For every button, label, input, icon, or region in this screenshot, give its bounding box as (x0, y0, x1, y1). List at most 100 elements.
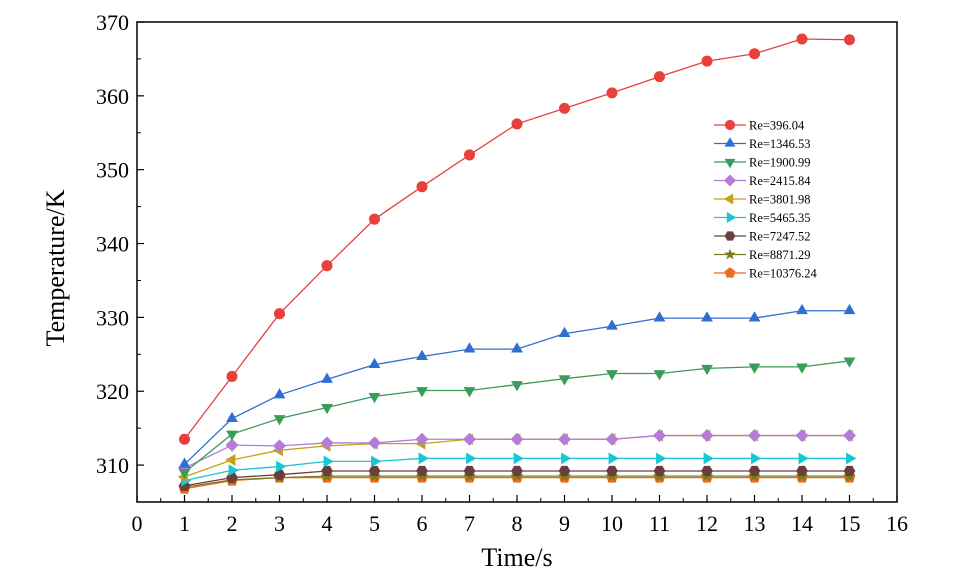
data-point (606, 87, 618, 99)
data-point (796, 33, 808, 45)
legend-label: Re=1900.99 (749, 156, 811, 170)
x-tick-label: 3 (274, 511, 285, 536)
series-1 (178, 33, 856, 445)
y-tick-label: 330 (96, 305, 129, 330)
data-point (796, 303, 808, 315)
y-tick-label: 360 (96, 84, 129, 109)
data-point (273, 308, 286, 320)
data-point (846, 452, 857, 465)
data-point (558, 375, 571, 386)
data-point (371, 455, 382, 468)
legend-item: Re=2415.84 (714, 174, 811, 188)
legend-marker (724, 174, 736, 187)
data-point (463, 387, 476, 398)
data-point (321, 260, 333, 272)
data-point (701, 311, 713, 322)
x-tick-label: 11 (649, 511, 670, 536)
y-tick-label: 350 (96, 158, 129, 183)
data-point (368, 436, 381, 450)
x-axis-title: Time/s (481, 543, 552, 572)
legend: Re=396.04 Re=1346.53 Re=1900.99 Re=2415.84 R… (714, 119, 818, 281)
legend-marker (724, 248, 736, 260)
legend-marker (726, 212, 737, 223)
data-point (463, 465, 476, 477)
data-point (558, 465, 571, 477)
x-tick-label: 7 (464, 511, 475, 536)
legend-label: Re=1346.53 (749, 137, 811, 151)
data-point (323, 455, 334, 468)
data-point (511, 381, 523, 392)
legend-label: Re=2415.84 (749, 174, 811, 188)
plot-series (177, 33, 857, 494)
data-point (416, 181, 428, 193)
data-point (843, 357, 856, 368)
legend-label: Re=396.04 (749, 119, 805, 133)
data-point (463, 432, 476, 446)
data-point (843, 303, 856, 315)
x-tick-label: 15 (839, 511, 861, 536)
data-point (703, 452, 714, 465)
legend-marker (724, 158, 736, 169)
x-tick-label: 6 (417, 511, 428, 536)
legend-marker (724, 267, 736, 278)
data-point (273, 439, 286, 453)
data-point (418, 452, 429, 465)
data-point (561, 452, 572, 465)
data-point (226, 370, 238, 382)
data-point (796, 465, 808, 477)
data-point (511, 118, 523, 130)
data-point (701, 55, 713, 67)
data-point (701, 465, 713, 477)
legend-item: Re=396.04 (714, 119, 805, 133)
data-point (463, 149, 476, 161)
data-point (276, 460, 287, 473)
data-point (510, 432, 524, 446)
data-point (606, 370, 618, 381)
legend-label: Re=5465.35 (749, 211, 811, 225)
legend-label: Re=8871.29 (749, 248, 811, 262)
data-point (368, 213, 381, 225)
data-point (273, 415, 286, 426)
series-7 (178, 465, 856, 491)
x-tick-label: 13 (744, 511, 766, 536)
data-point (511, 342, 523, 353)
data-point (748, 48, 761, 60)
data-point (606, 319, 618, 330)
data-point (748, 429, 761, 443)
x-tick-label: 2 (227, 511, 238, 536)
data-point (321, 372, 333, 383)
legend-item: Re=1900.99 (714, 156, 811, 170)
y-tick-label: 310 (96, 453, 129, 478)
data-point (605, 432, 619, 446)
data-point (700, 429, 714, 443)
data-point (415, 432, 429, 446)
axes-frame: 0 1 2 3 4 5 6 7 8 9 10 11 12 13 14 15 163103203303403503… (96, 10, 908, 536)
data-point (463, 342, 476, 353)
data-point (653, 311, 666, 322)
data-point (748, 363, 761, 374)
data-point (558, 432, 571, 446)
legend-item: Re=8871.29 (714, 248, 811, 262)
data-point (416, 465, 428, 477)
x-tick-label: 8 (512, 511, 523, 536)
legend-item: Re=3801.98 (714, 193, 811, 207)
legend-label: Re=7247.52 (749, 230, 811, 244)
legend-label: Re=10376.24 (749, 267, 818, 281)
x-tick-label: 0 (132, 511, 143, 536)
data-point (225, 454, 236, 466)
legend-marker (723, 193, 734, 205)
data-point (653, 429, 666, 443)
data-point (558, 102, 571, 114)
legend-label: Re=3801.98 (749, 193, 811, 207)
x-tick-label: 5 (369, 511, 380, 536)
data-point (178, 457, 191, 468)
data-point (796, 363, 808, 374)
x-tick-label: 9 (559, 511, 570, 536)
series-3 (178, 357, 856, 480)
data-point (178, 469, 191, 480)
data-point (701, 364, 713, 376)
data-point (843, 429, 856, 443)
y-tick-label: 370 (96, 10, 129, 35)
data-point (606, 465, 618, 477)
legend-item: Re=5465.35 (714, 211, 811, 225)
